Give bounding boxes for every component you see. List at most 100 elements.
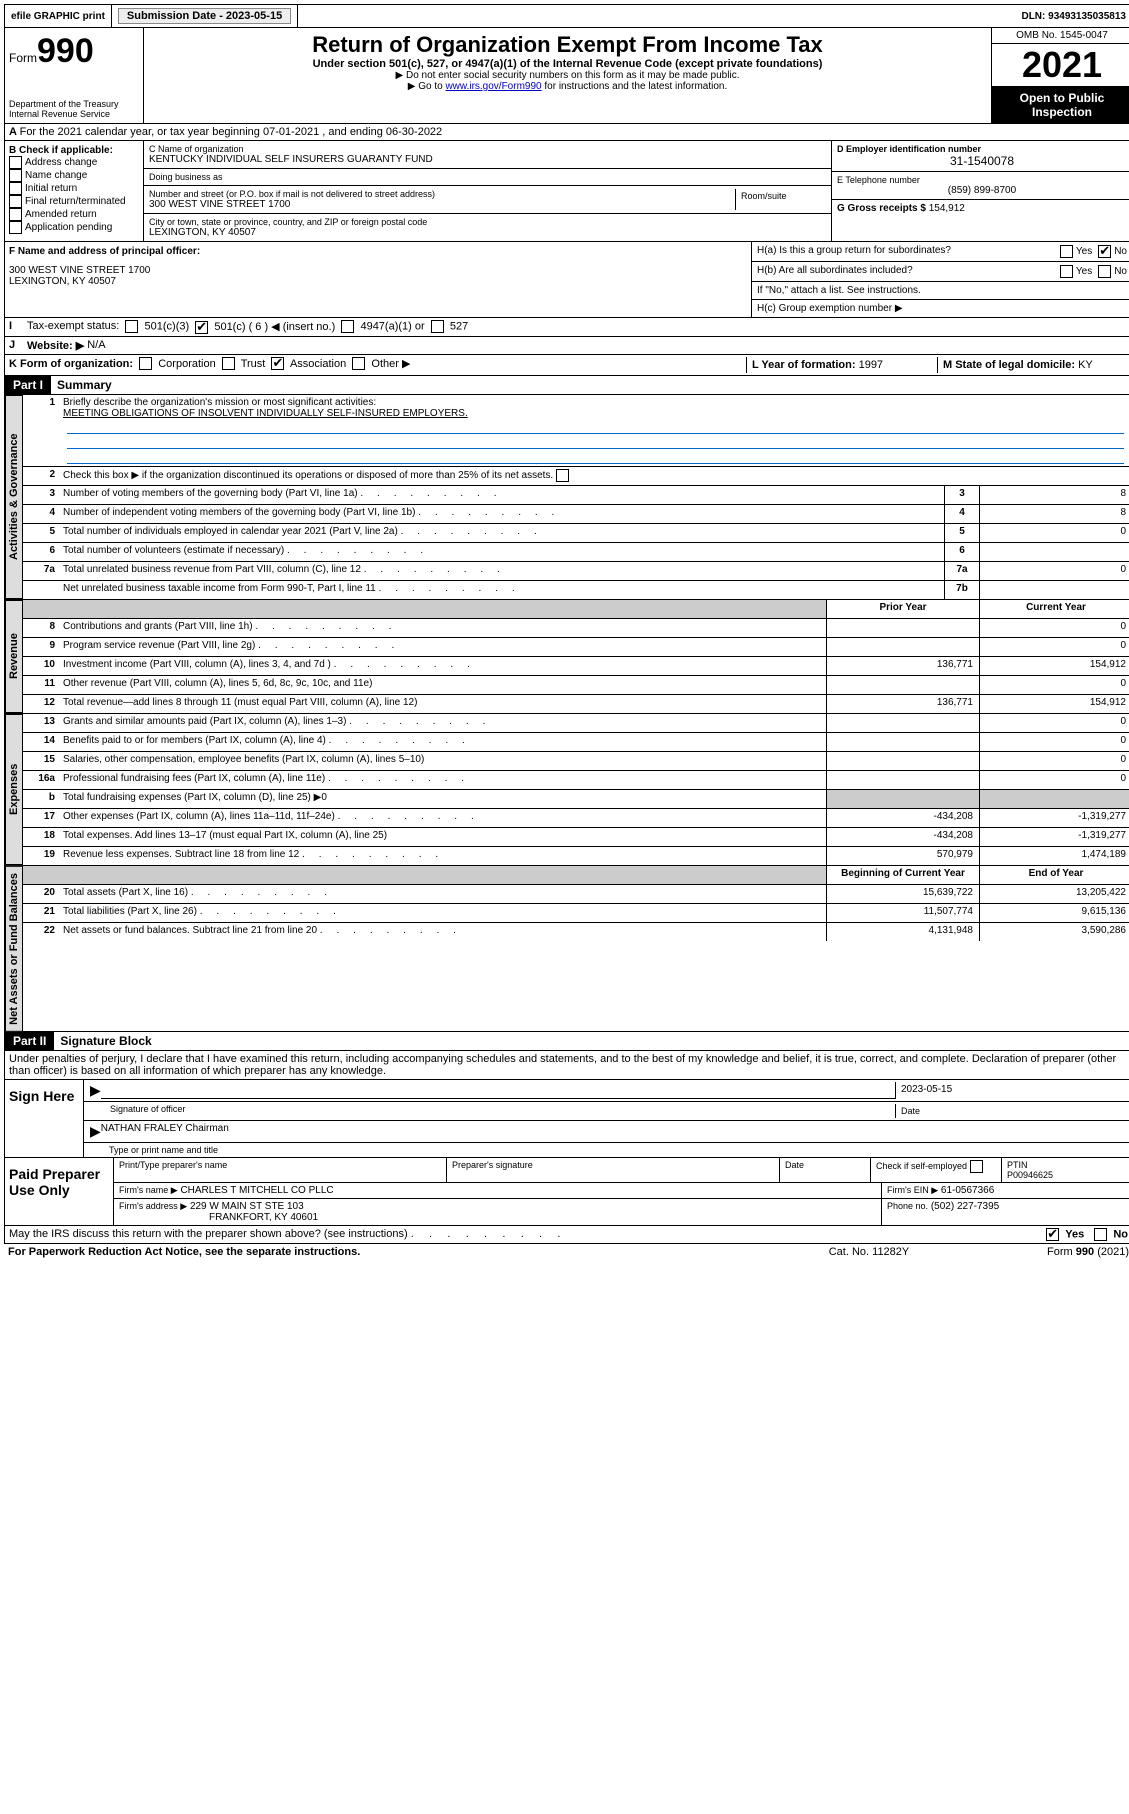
chk-501c[interactable]: 501(c) ( 6 ) ◀ (insert no.) <box>195 320 335 334</box>
ha-label: H(a) Is this a group return for subordin… <box>757 245 1060 258</box>
r9-label: Program service revenue (Part VIII, line… <box>59 638 826 656</box>
discuss-line: May the IRS discuss this return with the… <box>4 1226 1129 1244</box>
omb-number: OMB No. 1545-0047 <box>992 28 1129 43</box>
block-f-h: F Name and address of principal officer:… <box>4 242 1129 318</box>
chk-501c3[interactable]: 501(c)(3) <box>125 320 189 334</box>
firm-name: CHARLES T MITCHELL CO PLLC <box>180 1185 333 1196</box>
firm-ein: 61-0567366 <box>941 1185 994 1196</box>
sign-here-label: Sign Here <box>5 1080 84 1157</box>
room-label: Room/suite <box>741 191 821 201</box>
efile-label: efile GRAPHIC print <box>5 5 112 27</box>
tab-expenses: Expenses <box>5 714 23 865</box>
state-domicile: KY <box>1078 359 1093 371</box>
tab-revenue: Revenue <box>5 600 23 713</box>
chk-corp[interactable]: Corporation <box>139 358 216 370</box>
form-subtitle: Under section 501(c), 527, or 4947(a)(1)… <box>148 58 987 70</box>
firm-phone: (502) 227-7395 <box>931 1201 999 1212</box>
r10-prior: 136,771 <box>826 657 979 675</box>
e15-prior <box>826 752 979 770</box>
ha-no[interactable]: No <box>1098 245 1127 258</box>
pra-notice: For Paperwork Reduction Act Notice, see … <box>8 1246 769 1258</box>
q2-label: Check this box ▶ if the organization dis… <box>59 467 1129 485</box>
paid-preparer-label: Paid Preparer Use Only <box>5 1158 114 1225</box>
mission-text: MEETING OBLIGATIONS OF INSOLVENT INDIVID… <box>63 408 468 419</box>
q5-value: 0 <box>979 524 1129 542</box>
q3-value: 8 <box>979 486 1129 504</box>
chk-final-return[interactable]: Final return/terminated <box>9 195 139 208</box>
sign-here-block: Sign Here ▶ 2023-05-15 Signature of offi… <box>4 1080 1129 1158</box>
website-value: N/A <box>87 339 105 352</box>
chk-address-change[interactable]: Address change <box>9 156 139 169</box>
form-note1: ▶ Do not enter social security numbers o… <box>148 70 987 81</box>
form-header: Form990 Department of the Treasury Inter… <box>4 28 1129 124</box>
n22-eoy: 3,590,286 <box>979 923 1129 941</box>
chk-4947[interactable]: 4947(a)(1) or <box>341 320 424 334</box>
year-formation: 1997 <box>859 359 883 371</box>
chk-other[interactable]: Other ▶ <box>352 358 410 370</box>
q1-label: Briefly describe the organization's miss… <box>63 397 376 408</box>
part-ii-bar: Part II Signature Block <box>4 1032 1129 1051</box>
firm-addr2: FRANKFORT, KY 40601 <box>209 1212 318 1223</box>
firm-addr-label: Firm's address ▶ <box>119 1201 187 1211</box>
prep-name-label: Print/Type preparer's name <box>114 1158 447 1182</box>
top-bar: efile GRAPHIC print Submission Date - 20… <box>4 4 1129 28</box>
officer-addr1: 300 WEST VINE STREET 1700 <box>9 265 747 276</box>
hb-note: If "No," attach a list. See instructions… <box>752 282 1129 300</box>
line-j: J Website: ▶ N/A <box>4 337 1129 355</box>
ptin-label: PTIN <box>1007 1160 1028 1170</box>
chk-trust[interactable]: Trust <box>222 358 266 370</box>
hb-no[interactable]: No <box>1098 265 1127 278</box>
chk-application-pending[interactable]: Application pending <box>9 221 139 234</box>
phone-value: (859) 899-8700 <box>837 185 1127 196</box>
q5-label: Total number of individuals employed in … <box>59 524 944 542</box>
ha-yes[interactable]: Yes <box>1060 245 1092 258</box>
city-state-zip: LEXINGTON, KY 40507 <box>149 227 826 238</box>
chk-discontinued[interactable] <box>556 469 569 482</box>
r12-prior: 136,771 <box>826 695 979 713</box>
chk-assoc[interactable]: Association <box>271 358 346 370</box>
q7a-label: Total unrelated business revenue from Pa… <box>59 562 944 580</box>
e18-label: Total expenses. Add lines 13–17 (must eq… <box>59 828 826 846</box>
e14-label: Benefits paid to or for members (Part IX… <box>59 733 826 751</box>
discuss-yes[interactable]: Yes <box>1046 1228 1084 1241</box>
org-name: KENTUCKY INDIVIDUAL SELF INSURERS GUARAN… <box>149 154 826 165</box>
col-boy: Beginning of Current Year <box>826 866 979 884</box>
col-prior: Prior Year <box>826 600 979 618</box>
hb-yes[interactable]: Yes <box>1060 265 1092 278</box>
chk-amended-return[interactable]: Amended return <box>9 208 139 221</box>
chk-name-change[interactable]: Name change <box>9 169 139 182</box>
paid-preparer-block: Paid Preparer Use Only Print/Type prepar… <box>4 1158 1129 1226</box>
gross-receipts: 154,912 <box>929 203 965 214</box>
r10-curr: 154,912 <box>979 657 1129 675</box>
part-ii-title: Signature Block <box>54 1032 157 1050</box>
chk-self-employed[interactable] <box>970 1160 983 1173</box>
e16a-curr: 0 <box>979 771 1129 789</box>
irs-link[interactable]: www.irs.gov/Form990 <box>445 81 541 92</box>
e13-prior <box>826 714 979 732</box>
chk-527[interactable]: 527 <box>431 320 468 334</box>
tax-year: 2021 <box>992 43 1129 87</box>
e13-curr: 0 <box>979 714 1129 732</box>
discuss-no[interactable]: No <box>1094 1228 1128 1241</box>
n21-boy: 11,507,774 <box>826 904 979 922</box>
ein-value: 31-1540078 <box>837 154 1127 168</box>
e19-label: Revenue less expenses. Subtract line 18 … <box>59 847 826 865</box>
e16b-label: Total fundraising expenses (Part IX, col… <box>59 790 826 808</box>
n20-eoy: 13,205,422 <box>979 885 1129 903</box>
r8-label: Contributions and grants (Part VIII, lin… <box>59 619 826 637</box>
g-gross-label: G Gross receipts $ <box>837 203 926 214</box>
name-title-label: Type or print name and title <box>109 1145 218 1155</box>
e15-label: Salaries, other compensation, employee b… <box>59 752 826 770</box>
e19-curr: 1,474,189 <box>979 847 1129 865</box>
prep-check-label: Check if self-employed <box>871 1158 1002 1182</box>
chk-initial-return[interactable]: Initial return <box>9 182 139 195</box>
ptin-value: P00946625 <box>1007 1170 1053 1180</box>
sec-governance: Activities & Governance 1 Briefly descri… <box>4 395 1129 600</box>
e-phone-label: E Telephone number <box>837 175 1127 185</box>
e19-prior: 570,979 <box>826 847 979 865</box>
block-b-h: B Check if applicable: Address change Na… <box>4 141 1129 242</box>
firm-name-label: Firm's name ▶ <box>119 1185 178 1195</box>
officer-addr2: LEXINGTON, KY 40507 <box>9 276 747 287</box>
line-a: A For the 2021 calendar year, or tax yea… <box>4 124 1129 141</box>
officer-name: NATHAN FRALEY Chairman <box>101 1123 1126 1140</box>
